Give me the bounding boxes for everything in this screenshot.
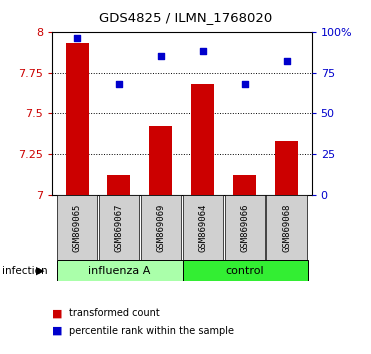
Text: ■: ■: [52, 326, 62, 336]
Point: [242, 81, 247, 87]
Bar: [183, 195, 223, 260]
Point: [283, 58, 289, 64]
Bar: [183, 260, 308, 281]
Bar: [275, 141, 298, 195]
Text: GDS4825 / ILMN_1768020: GDS4825 / ILMN_1768020: [99, 11, 272, 24]
Text: ▶: ▶: [36, 266, 45, 276]
Bar: [141, 195, 181, 260]
Text: percentile rank within the sample: percentile rank within the sample: [69, 326, 234, 336]
Point: [158, 53, 164, 59]
Bar: [224, 195, 265, 260]
Bar: [99, 195, 139, 260]
Text: GSM869069: GSM869069: [156, 203, 165, 252]
Text: transformed count: transformed count: [69, 308, 160, 318]
Bar: [266, 195, 306, 260]
Text: infection: infection: [2, 266, 47, 276]
Text: influenza A: influenza A: [88, 266, 150, 276]
Bar: [108, 175, 131, 195]
Text: GSM869066: GSM869066: [240, 203, 249, 252]
Bar: [150, 126, 173, 195]
Text: GSM869065: GSM869065: [73, 203, 82, 252]
Text: GSM869067: GSM869067: [115, 203, 124, 252]
Bar: [57, 195, 97, 260]
Text: ■: ■: [52, 308, 62, 318]
Text: GSM869064: GSM869064: [198, 203, 207, 252]
Bar: [57, 260, 183, 281]
Point: [74, 35, 80, 41]
Bar: [66, 43, 89, 195]
Text: control: control: [225, 266, 264, 276]
Bar: [191, 84, 214, 195]
Bar: [233, 175, 256, 195]
Point: [116, 81, 122, 87]
Text: GSM869068: GSM869068: [282, 203, 291, 252]
Point: [200, 48, 206, 54]
